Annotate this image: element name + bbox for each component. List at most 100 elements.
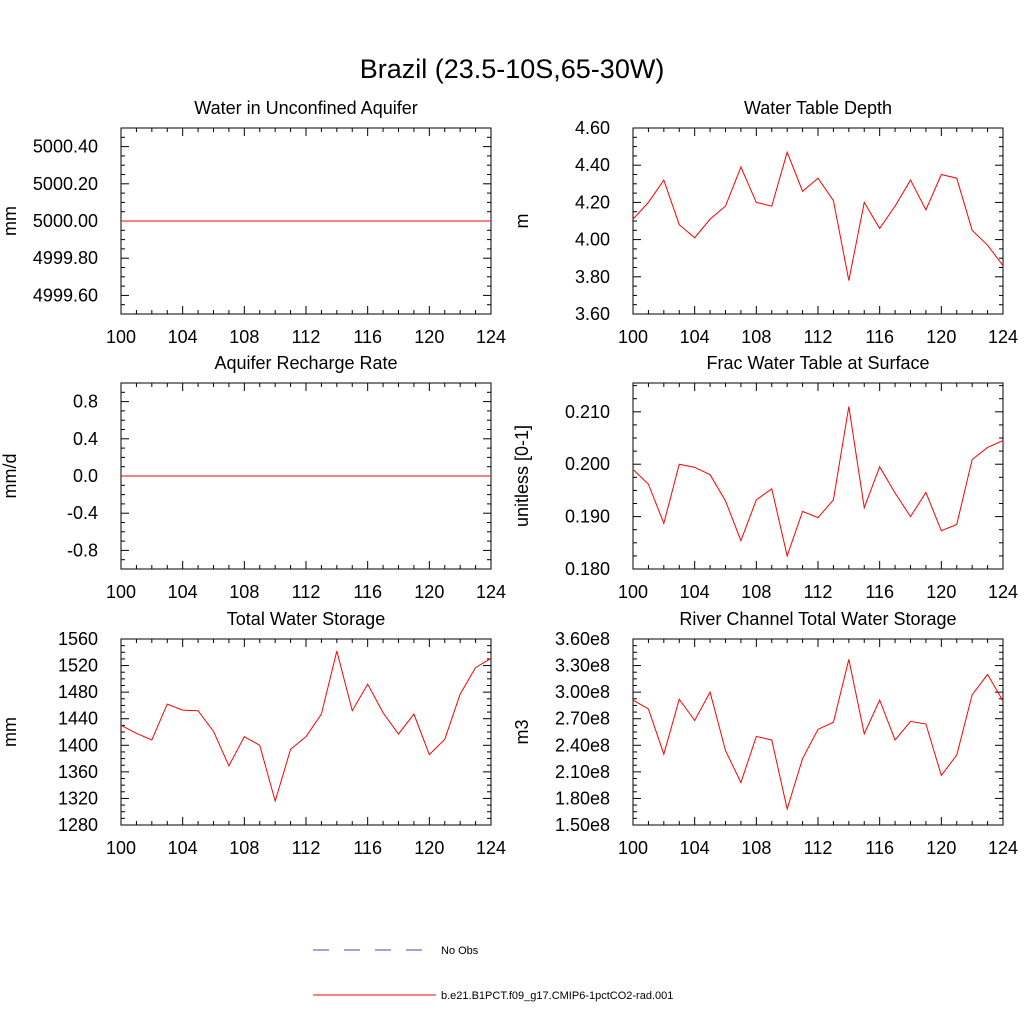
x-tick-label: 100 bbox=[618, 838, 648, 858]
y-tick-label: 4.60 bbox=[575, 118, 610, 138]
x-tick-label: 100 bbox=[618, 327, 648, 347]
x-tick-label: 104 bbox=[680, 838, 710, 858]
x-tick-label: 108 bbox=[229, 838, 259, 858]
y-tick-label: 5000.20 bbox=[33, 174, 98, 194]
y-axis-label: mm bbox=[0, 717, 20, 747]
x-tick-label: 116 bbox=[353, 838, 382, 858]
y-tick-label: 0.8 bbox=[73, 392, 98, 412]
x-tick-label: 100 bbox=[618, 582, 648, 602]
x-tick-label: 112 bbox=[804, 327, 833, 347]
y-tick-label: 0.4 bbox=[73, 429, 98, 449]
panels: Water in Unconfined Aquifer mm 100 104 108 11… bbox=[0, 98, 1018, 858]
y-tick-label: 4999.80 bbox=[33, 248, 98, 268]
plot-frame bbox=[632, 638, 1004, 826]
y-tick-label: 2.70e8 bbox=[555, 709, 610, 729]
y-tick-label: 3.00e8 bbox=[555, 682, 610, 702]
y-tick-label: 3.30e8 bbox=[555, 656, 610, 676]
chart-panel-1: Water in Unconfined Aquifer mm 100 104 108 11… bbox=[0, 98, 506, 347]
x-tick-label: 124 bbox=[476, 582, 506, 602]
page-title: Brazil (23.5-10S,65-30W) bbox=[360, 54, 665, 84]
x-tick-label: 108 bbox=[741, 838, 771, 858]
legend: No Obs b.e21.B1PCT.f09_g17.CMIP6-1pctCO2-… bbox=[313, 945, 673, 1002]
y-tick-label: 4.20 bbox=[575, 192, 610, 212]
y-tick-label: 1400 bbox=[58, 735, 98, 755]
y-tick-label: 0.0 bbox=[73, 466, 98, 486]
plot-frame bbox=[632, 382, 1004, 570]
y-axis-label: unitless [0-1] bbox=[512, 425, 532, 527]
y-tick-label: 1440 bbox=[58, 709, 98, 729]
y-tick-label: 5000.40 bbox=[33, 137, 98, 157]
y-tick-label: 4.00 bbox=[575, 230, 610, 250]
x-tick-label: 104 bbox=[168, 327, 198, 347]
y-tick-label: 3.80 bbox=[575, 267, 610, 287]
y-tick-label: 1.80e8 bbox=[555, 788, 610, 808]
chart-title: River Channel Total Water Storage bbox=[679, 609, 956, 629]
x-tick-label: 100 bbox=[106, 582, 136, 602]
legend-label-no-obs: No Obs bbox=[441, 945, 479, 957]
y-tick-label: 2.10e8 bbox=[555, 762, 610, 782]
x-tick-label: 108 bbox=[741, 582, 771, 602]
y-axis-label: mm bbox=[0, 206, 20, 236]
chart-title: Aquifer Recharge Rate bbox=[214, 353, 397, 373]
series-line bbox=[632, 150, 1004, 281]
chart-title: Water Table Depth bbox=[744, 98, 892, 118]
x-tick-label: 108 bbox=[229, 327, 259, 347]
y-tick-label: 1480 bbox=[58, 682, 98, 702]
y-tick-label: 0.180 bbox=[565, 559, 610, 579]
x-tick-label: 120 bbox=[414, 838, 444, 858]
x-tick-label: 112 bbox=[804, 582, 833, 602]
x-tick-label: 116 bbox=[353, 327, 382, 347]
y-tick-label: 1520 bbox=[58, 656, 98, 676]
y-tick-label: 4.40 bbox=[575, 155, 610, 175]
y-tick-label: 1560 bbox=[58, 629, 98, 649]
x-tick-label: 116 bbox=[865, 582, 894, 602]
chart-panel-3: Aquifer Recharge Rate mm/d 100 104 108 112 116… bbox=[0, 353, 506, 602]
x-tick-label: 112 bbox=[292, 838, 321, 858]
y-tick-label: 1360 bbox=[58, 762, 98, 782]
chart-title: Water in Unconfined Aquifer bbox=[194, 98, 417, 118]
x-tick-label: 120 bbox=[926, 327, 956, 347]
y-axis-label: m3 bbox=[512, 719, 532, 744]
x-tick-label: 108 bbox=[741, 327, 771, 347]
y-tick-label: -0.8 bbox=[67, 540, 98, 560]
y-tick-label: 0.210 bbox=[565, 402, 610, 422]
x-tick-label: 100 bbox=[106, 838, 136, 858]
y-tick-label: 1.50e8 bbox=[555, 815, 610, 835]
x-tick-label: 120 bbox=[414, 582, 444, 602]
y-tick-label: 2.40e8 bbox=[555, 735, 610, 755]
y-tick-label: 5000.00 bbox=[33, 211, 98, 231]
chart-panel-5: Total Water Storage mm 100 104 108 112 116 120 1… bbox=[0, 609, 506, 858]
y-tick-label: 3.60 bbox=[575, 304, 610, 324]
x-tick-label: 104 bbox=[168, 838, 198, 858]
y-axis-label: mm/d bbox=[0, 454, 20, 499]
x-tick-label: 124 bbox=[988, 838, 1018, 858]
x-tick-label: 120 bbox=[926, 582, 956, 602]
x-tick-label: 104 bbox=[680, 582, 710, 602]
y-tick-label: 1320 bbox=[58, 788, 98, 808]
x-tick-label: 104 bbox=[168, 582, 198, 602]
y-tick-label: 4999.60 bbox=[33, 285, 98, 305]
chart-panel-2: Water Table Depth m 100 104 108 112 116 120 124 3… bbox=[512, 98, 1018, 347]
series-line bbox=[632, 406, 1004, 558]
x-tick-label: 120 bbox=[414, 327, 444, 347]
x-tick-label: 108 bbox=[229, 582, 259, 602]
y-tick-label: 0.200 bbox=[565, 454, 610, 474]
y-tick-label: 3.60e8 bbox=[555, 629, 610, 649]
y-tick-label: -0.4 bbox=[67, 503, 98, 523]
x-tick-label: 112 bbox=[804, 838, 833, 858]
x-tick-label: 124 bbox=[476, 327, 506, 347]
y-tick-label: 0.190 bbox=[565, 507, 610, 527]
series-line bbox=[632, 659, 1004, 812]
x-tick-label: 104 bbox=[680, 327, 710, 347]
chart-panel-4: Frac Water Table at Surface unitless [0-1… bbox=[512, 353, 1018, 602]
x-tick-label: 100 bbox=[106, 327, 136, 347]
y-axis-label: m bbox=[512, 214, 532, 229]
x-tick-label: 116 bbox=[865, 327, 894, 347]
x-tick-label: 120 bbox=[926, 838, 956, 858]
plot-frame bbox=[120, 638, 492, 826]
x-tick-label: 112 bbox=[292, 582, 321, 602]
x-tick-label: 124 bbox=[988, 327, 1018, 347]
series-line bbox=[120, 650, 492, 803]
y-tick-label: 1280 bbox=[58, 815, 98, 835]
